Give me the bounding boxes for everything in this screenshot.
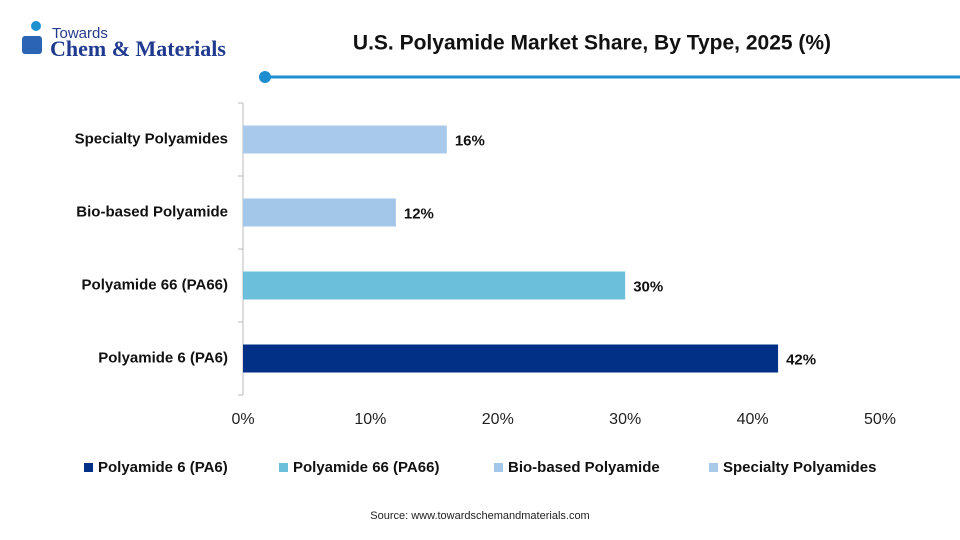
x-tick-label: 10% — [354, 411, 386, 428]
y-tick-label: Polyamide 6 (PA6) — [98, 349, 228, 366]
legend-swatch — [494, 463, 503, 472]
x-tick-label: 40% — [737, 411, 769, 428]
title-rule-dot — [259, 71, 271, 83]
legend-swatch — [709, 463, 718, 472]
legend-label: Bio-based Polyamide — [508, 459, 660, 476]
legend-label: Specialty Polyamides — [723, 459, 876, 476]
value-label: 30% — [633, 278, 663, 295]
legend-swatch — [279, 463, 288, 472]
legend-label: Polyamide 66 (PA66) — [293, 459, 439, 476]
bar — [243, 125, 447, 154]
x-tick-label: 0% — [231, 411, 254, 428]
x-tick-label: 50% — [864, 411, 896, 428]
value-label: 16% — [455, 132, 485, 149]
y-tick-label: Bio-based Polyamide — [76, 203, 228, 220]
bar — [243, 198, 396, 227]
x-tick-label: 20% — [482, 411, 514, 428]
source: Source: www.towardschemandmaterials.com — [370, 510, 589, 522]
logo-icon — [22, 36, 42, 54]
y-tick-label: Specialty Polyamides — [75, 130, 228, 147]
bar — [243, 271, 626, 300]
bar — [243, 344, 779, 373]
x-tick-label: 30% — [609, 411, 641, 428]
legend-swatch — [84, 463, 93, 472]
logo: Towards Chem & Materials — [22, 21, 226, 61]
chart-title: U.S. Polyamide Market Share, By Type, 20… — [353, 32, 831, 55]
logo-icon — [31, 21, 41, 31]
logo-line1: Towards — [52, 25, 108, 42]
value-label: 12% — [404, 205, 434, 222]
value-label: 42% — [786, 351, 816, 368]
logo-line2: Chem & Materials — [50, 36, 226, 61]
legend-label: Polyamide 6 (PA6) — [98, 459, 228, 476]
y-tick-label: Polyamide 66 (PA66) — [82, 276, 228, 293]
